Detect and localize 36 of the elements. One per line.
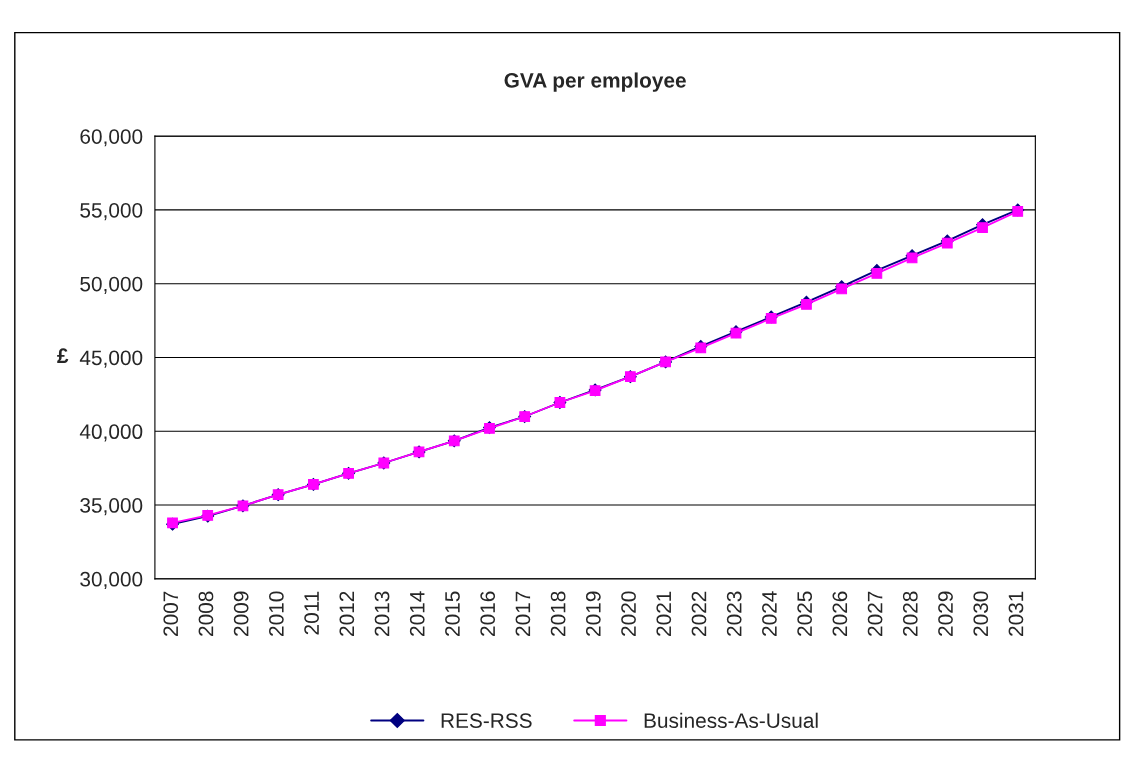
y-tick-label: 50,000 [80, 276, 143, 294]
x-tick-label: 2021 [656, 591, 672, 636]
x-tick-label: 2015 [445, 591, 460, 636]
x-tick-label: 2016 [480, 591, 496, 636]
x-tick-label: 2027 [867, 591, 883, 636]
x-tick-label: 2019 [585, 591, 601, 636]
x-tick-label: 2029 [938, 591, 953, 636]
x-tick-label: 2023 [726, 591, 742, 636]
y-axis-title: £ [57, 348, 69, 363]
legend-label: Business-As-Usual [644, 712, 818, 728]
y-tick-label: 40,000 [79, 424, 143, 442]
x-tick-label: 2026 [832, 591, 848, 636]
x-tick-label: 2014 [409, 591, 425, 636]
x-tick-label: 2007 [163, 591, 179, 636]
x-tick-label: 2022 [691, 591, 707, 636]
x-tick-label: 2017 [515, 591, 531, 636]
x-tick-label: 2018 [550, 591, 566, 636]
x-tick-label: 2031 [1008, 591, 1024, 636]
y-tick-label: 35,000 [80, 498, 143, 516]
y-tick-label: 60,000 [80, 129, 143, 147]
x-tick-label: 2024 [762, 591, 777, 636]
x-tick-label: 2012 [339, 591, 355, 636]
legend-label: RES-RSS [441, 713, 532, 728]
x-tick-label: 2028 [902, 591, 918, 636]
x-tick-label: 2020 [621, 591, 636, 636]
chart-title: GVA per employee [504, 72, 686, 92]
x-tick-label: 2009 [233, 591, 249, 636]
x-tick-label: 2011 [304, 591, 319, 635]
y-tick-label: 55,000 [80, 202, 143, 221]
y-tick-label: 45,000 [79, 350, 143, 368]
x-tick-label: 2010 [269, 591, 284, 636]
x-tick-label: 2025 [797, 591, 813, 636]
y-tick-label: 30,000 [80, 571, 143, 590]
x-tick-label: 2030 [973, 591, 989, 636]
x-tick-label: 2008 [198, 591, 214, 636]
x-tick-label: 2013 [374, 591, 390, 636]
